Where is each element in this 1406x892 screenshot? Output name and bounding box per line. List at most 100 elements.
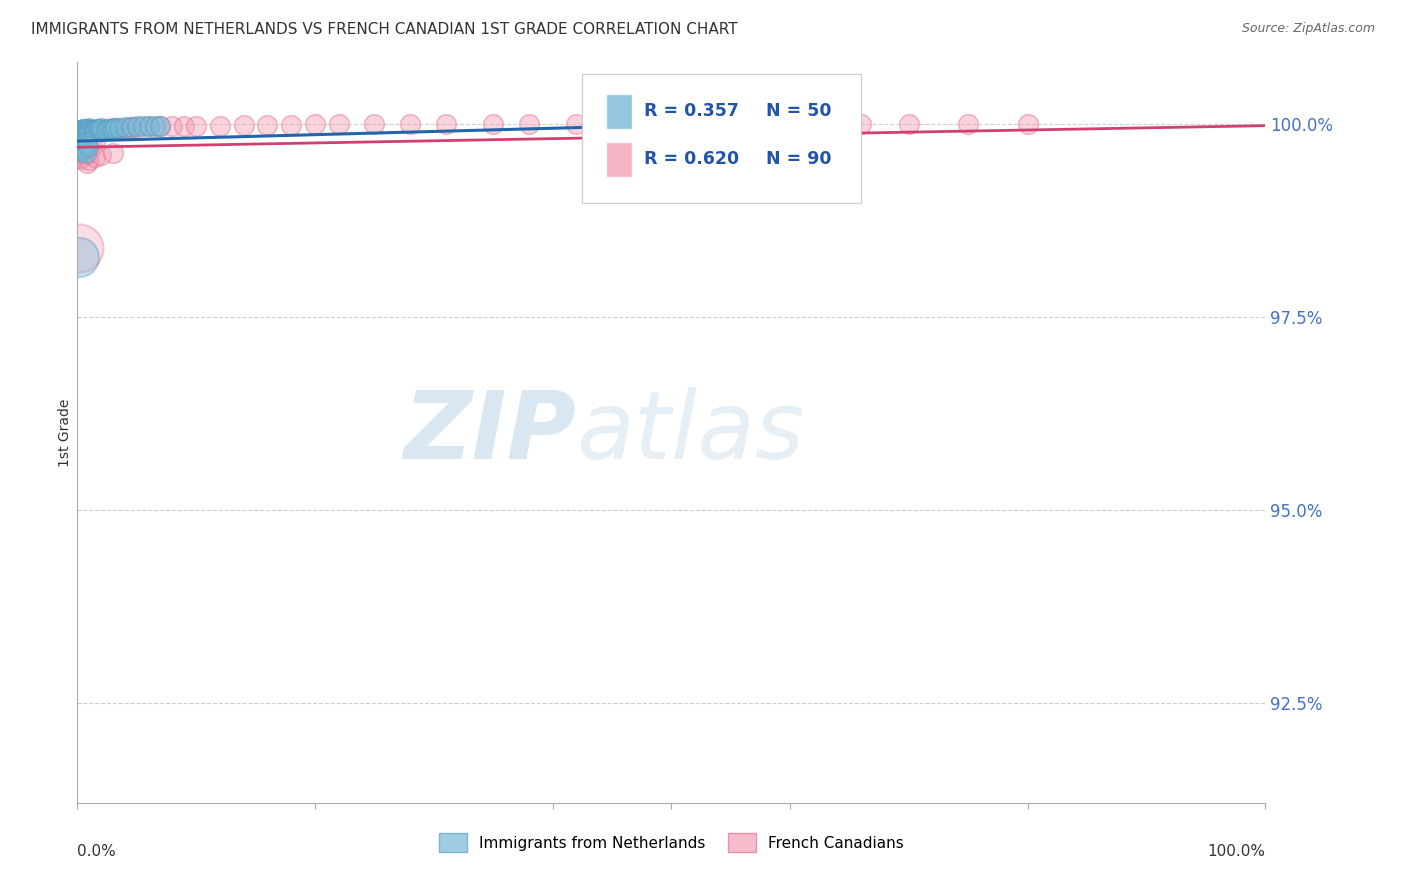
Point xyxy=(77,153,100,168)
Text: 0.0%: 0.0% xyxy=(77,844,117,858)
Point xyxy=(67,128,90,143)
Point xyxy=(565,117,588,131)
Point xyxy=(67,125,90,139)
Point xyxy=(143,119,166,133)
Point xyxy=(434,117,457,131)
Point xyxy=(86,124,108,138)
Point xyxy=(72,145,94,159)
Point xyxy=(84,124,107,138)
Point xyxy=(72,126,94,140)
Point xyxy=(67,134,90,148)
Point xyxy=(80,140,103,154)
Point xyxy=(482,117,505,131)
Text: IMMIGRANTS FROM NETHERLANDS VS FRENCH CANADIAN 1ST GRADE CORRELATION CHART: IMMIGRANTS FROM NETHERLANDS VS FRENCH CA… xyxy=(31,22,738,37)
Point xyxy=(87,121,110,136)
Point xyxy=(149,119,172,133)
Point xyxy=(70,144,93,158)
Point xyxy=(707,117,730,131)
Point xyxy=(77,143,100,157)
Point xyxy=(70,122,93,136)
Point xyxy=(67,241,90,255)
Point xyxy=(114,120,136,135)
Point xyxy=(94,122,117,136)
Point xyxy=(363,117,385,131)
Point xyxy=(83,124,105,138)
Point xyxy=(82,125,104,139)
Point xyxy=(613,117,636,131)
Point xyxy=(89,121,111,136)
Point xyxy=(149,120,172,134)
Point xyxy=(101,120,124,135)
FancyBboxPatch shape xyxy=(606,142,633,178)
Point xyxy=(70,149,93,163)
Point xyxy=(256,118,278,132)
Point xyxy=(131,120,153,134)
Point xyxy=(208,119,231,133)
Point xyxy=(280,118,302,132)
Point xyxy=(75,125,97,139)
Point xyxy=(75,121,97,136)
Point xyxy=(69,127,91,141)
Point xyxy=(82,123,104,137)
Point xyxy=(70,122,93,136)
Point xyxy=(72,129,94,144)
Point xyxy=(97,121,120,136)
Point xyxy=(90,120,112,135)
Point xyxy=(72,138,94,153)
Point xyxy=(76,124,98,138)
Point xyxy=(755,117,778,131)
Point xyxy=(79,123,101,137)
Point xyxy=(120,120,142,135)
Text: atlas: atlas xyxy=(576,387,804,478)
Point xyxy=(90,148,112,162)
Point xyxy=(73,127,96,141)
Point xyxy=(69,152,91,166)
Point xyxy=(77,127,100,141)
Point xyxy=(328,117,350,131)
Point xyxy=(101,145,124,160)
Point xyxy=(77,138,100,153)
Point xyxy=(803,117,825,131)
Point xyxy=(73,125,96,139)
Point xyxy=(77,124,100,138)
Point xyxy=(86,123,108,137)
Point xyxy=(90,122,112,136)
Point xyxy=(517,117,540,131)
Point xyxy=(73,121,96,136)
Point xyxy=(76,127,98,141)
Point xyxy=(304,117,326,131)
Legend: Immigrants from Netherlands, French Canadians: Immigrants from Netherlands, French Cana… xyxy=(433,827,910,858)
Point xyxy=(162,120,184,134)
Point xyxy=(70,128,93,142)
Point xyxy=(80,122,103,136)
Point xyxy=(173,119,195,133)
Point xyxy=(93,122,115,136)
Point xyxy=(77,125,100,139)
Point xyxy=(399,117,422,131)
Point xyxy=(84,122,107,136)
Point xyxy=(86,123,108,137)
Point xyxy=(72,142,94,156)
Point xyxy=(69,132,91,146)
Point xyxy=(77,123,100,137)
Point xyxy=(138,120,160,134)
Point xyxy=(75,128,97,142)
Point xyxy=(186,119,208,133)
Point xyxy=(70,130,93,145)
Point xyxy=(70,135,93,149)
Point xyxy=(73,128,96,143)
Point xyxy=(76,121,98,136)
Point xyxy=(83,122,105,136)
Point xyxy=(138,120,160,134)
Point xyxy=(84,150,107,164)
Point xyxy=(67,250,90,264)
Point xyxy=(70,140,93,154)
Point xyxy=(75,145,97,160)
Point xyxy=(70,136,93,150)
Point xyxy=(114,120,136,135)
Text: N = 90: N = 90 xyxy=(766,150,832,168)
Point xyxy=(70,131,93,145)
Point xyxy=(96,121,118,136)
Text: 100.0%: 100.0% xyxy=(1208,844,1265,858)
Y-axis label: 1st Grade: 1st Grade xyxy=(58,399,72,467)
